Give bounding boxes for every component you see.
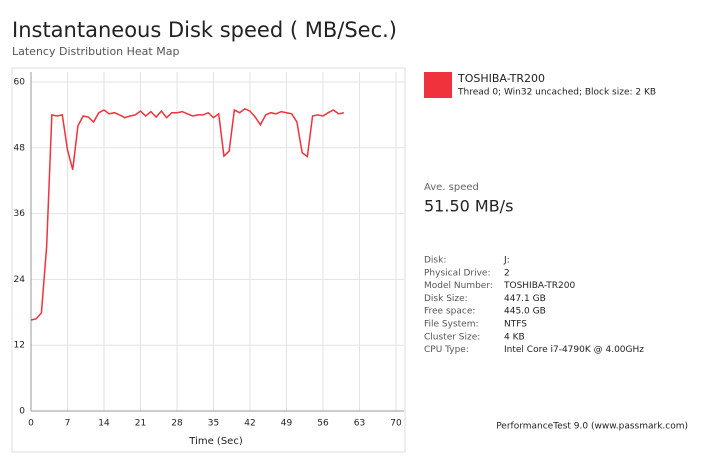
legend-name: TOSHIBA-TR200: [457, 72, 545, 85]
y-tick-label: 36: [14, 209, 26, 219]
x-tick-label: 14: [98, 419, 110, 429]
info-value: 445.0 GB: [504, 307, 546, 317]
chart-subtitle: Latency Distribution Heat Map: [12, 45, 179, 58]
info-label: CPU Type:: [424, 345, 469, 355]
x-tick-label: 35: [208, 419, 219, 429]
x-tick-label: 28: [171, 419, 183, 429]
info-value: NTFS: [504, 320, 527, 330]
info-label: Model Number:: [424, 281, 493, 291]
x-tick-label: 70: [390, 419, 402, 429]
y-tick-label: 60: [14, 78, 26, 88]
info-value: 4 KB: [504, 332, 525, 342]
x-tick-label: 49: [281, 419, 293, 429]
info-value: Intel Core i7-4790K @ 4.00GHz: [504, 345, 644, 355]
x-tick-label: 63: [354, 419, 365, 429]
chart-title: Instantaneous Disk speed ( MB/Sec.): [12, 18, 397, 42]
plot-frame: [11, 67, 406, 453]
avg-label: Ave. speed: [424, 182, 479, 193]
x-axis-label: Time (Sec): [188, 436, 243, 447]
data-line: [30, 108, 345, 321]
info-label: Free space:: [424, 307, 475, 317]
info-value: 447.1 GB: [504, 294, 546, 304]
x-tick-label: 56: [317, 419, 329, 429]
y-tick-label: 12: [14, 341, 25, 351]
info-value: TOSHIBA-TR200: [503, 281, 575, 291]
info-label: Disk:: [424, 256, 446, 266]
y-tick-label: 48: [14, 143, 26, 153]
y-tick-label: 0: [19, 407, 25, 417]
info-value: J:: [503, 256, 510, 266]
info-label: File System:: [424, 320, 479, 330]
info-label: Cluster Size:: [424, 332, 480, 342]
x-tick-label: 21: [135, 419, 146, 429]
x-tick-label: 42: [244, 419, 255, 429]
legend-description: Thread 0; Win32 uncached; Block size: 2 …: [457, 88, 656, 98]
legend-swatch: [424, 72, 452, 98]
avg-value: 51.50 MB/s: [424, 197, 513, 216]
x-tick-label: 7: [65, 419, 71, 429]
footer: PerformanceTest 9.0 (www.passmark.com): [496, 422, 688, 432]
info-label: Disk Size:: [424, 294, 468, 304]
x-tick-label: 0: [28, 419, 34, 429]
y-tick-label: 24: [14, 275, 26, 285]
info-value: 2: [504, 268, 510, 278]
info-label: Physical Drive:: [424, 268, 491, 278]
